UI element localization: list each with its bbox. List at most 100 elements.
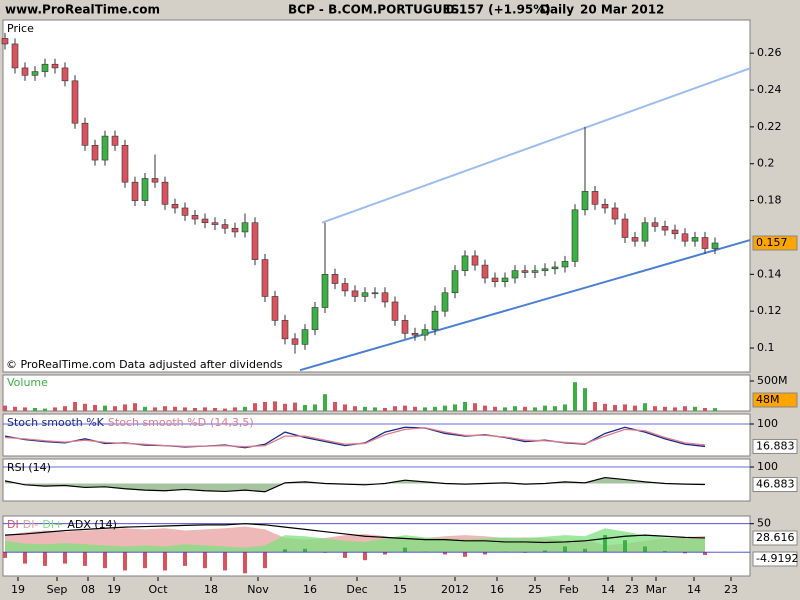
panel [2,413,751,457]
candle-body [661,226,669,231]
last-value-box [752,551,798,567]
x-tick-label: 16 [303,583,317,596]
adx-line [4,523,706,544]
volume-bar [463,402,467,411]
date: 20 Mar 2012 [580,3,664,17]
candle-body [101,135,109,161]
di-bar [363,552,367,561]
volume-bar [253,403,257,411]
x-tick-label: 08 [81,583,95,596]
volume-bar [293,402,297,411]
candle-body [151,178,159,183]
volume-bar [533,407,537,411]
volume-bar [403,405,407,411]
volume-bar [713,408,717,411]
di-bar [303,548,307,553]
indicator-line [4,427,706,448]
period: Daily [540,3,574,17]
candle-body [81,122,89,146]
last-value: 48M [756,393,780,406]
candle-body [441,292,449,312]
di-bar [103,552,107,569]
candle-body [111,135,119,146]
candle-body [481,264,489,279]
candle-body [201,218,209,224]
candle-body [281,320,289,340]
candle-body [21,67,29,76]
volume-bar [13,406,17,411]
volume-bar [373,407,377,411]
site: www.ProRealTime.com [5,3,160,17]
volume-bar [123,404,127,411]
volume-bar [33,408,37,411]
di-bar [263,552,267,569]
di-bar [23,552,27,564]
legend-entry: ADX (14) [67,518,117,531]
volume-bar [593,402,597,411]
last-value: -4.9192 [756,552,798,565]
last-value: 16.883 [756,439,795,452]
volume-bar [643,403,647,411]
di-bar [183,552,187,566]
candle-body [241,222,249,233]
volume-bar [523,406,527,411]
volume-bar [583,388,587,411]
trendline [299,239,751,372]
candle-body [671,229,679,235]
candle-body [271,296,279,321]
di-bar [163,552,167,571]
di-bar [483,552,487,555]
volume-bar [103,405,107,411]
candle-body [211,222,219,225]
volume-bar [603,403,607,411]
volume-bar [703,408,707,411]
candle-body [361,292,369,297]
y-tick-label: 0.24 [757,83,782,96]
volume-bar [613,405,617,411]
candle-body [681,233,689,242]
candle-body [421,329,429,336]
volume-bar [433,406,437,411]
di-bar [563,546,567,553]
y-tick-label: 50 [757,517,771,530]
candle-body [61,67,69,82]
candle-body [501,277,509,282]
candle-body [631,237,639,242]
candle-body [711,242,719,249]
volume-bar [353,406,357,411]
candle-body [291,338,299,345]
panel-title: Price [7,22,34,35]
di-bar [343,552,347,558]
candle-body [461,255,469,271]
di-bar [203,552,207,569]
volume-bar [93,405,97,411]
volume-bar [453,404,457,411]
candle-body [651,222,659,227]
candle-body [561,261,569,268]
candle-body [521,270,529,273]
candle-body [471,255,479,266]
candle-body [611,207,619,220]
candle-body [601,203,609,209]
di-bar [243,552,247,574]
volume-bar [43,408,47,411]
candle-body [581,191,589,211]
last-value: 0.157 [756,236,788,249]
di-bar [63,552,67,564]
x-tick-label: Nov [247,583,269,596]
di-bar [703,552,707,556]
volume-bar [393,406,397,411]
di-bar [3,552,7,558]
candle-body [141,178,149,201]
x-tick-label: Dec [346,583,367,596]
candle-body [371,292,379,295]
last-value-box [752,477,798,493]
candle-body [231,227,239,233]
volume-bar [413,406,417,411]
y-tick-label: 0.12 [757,304,782,317]
x-tick-label: 19 [11,583,25,596]
legend-entry: Stoch smooth %K [7,416,105,429]
candle-body [541,268,549,271]
